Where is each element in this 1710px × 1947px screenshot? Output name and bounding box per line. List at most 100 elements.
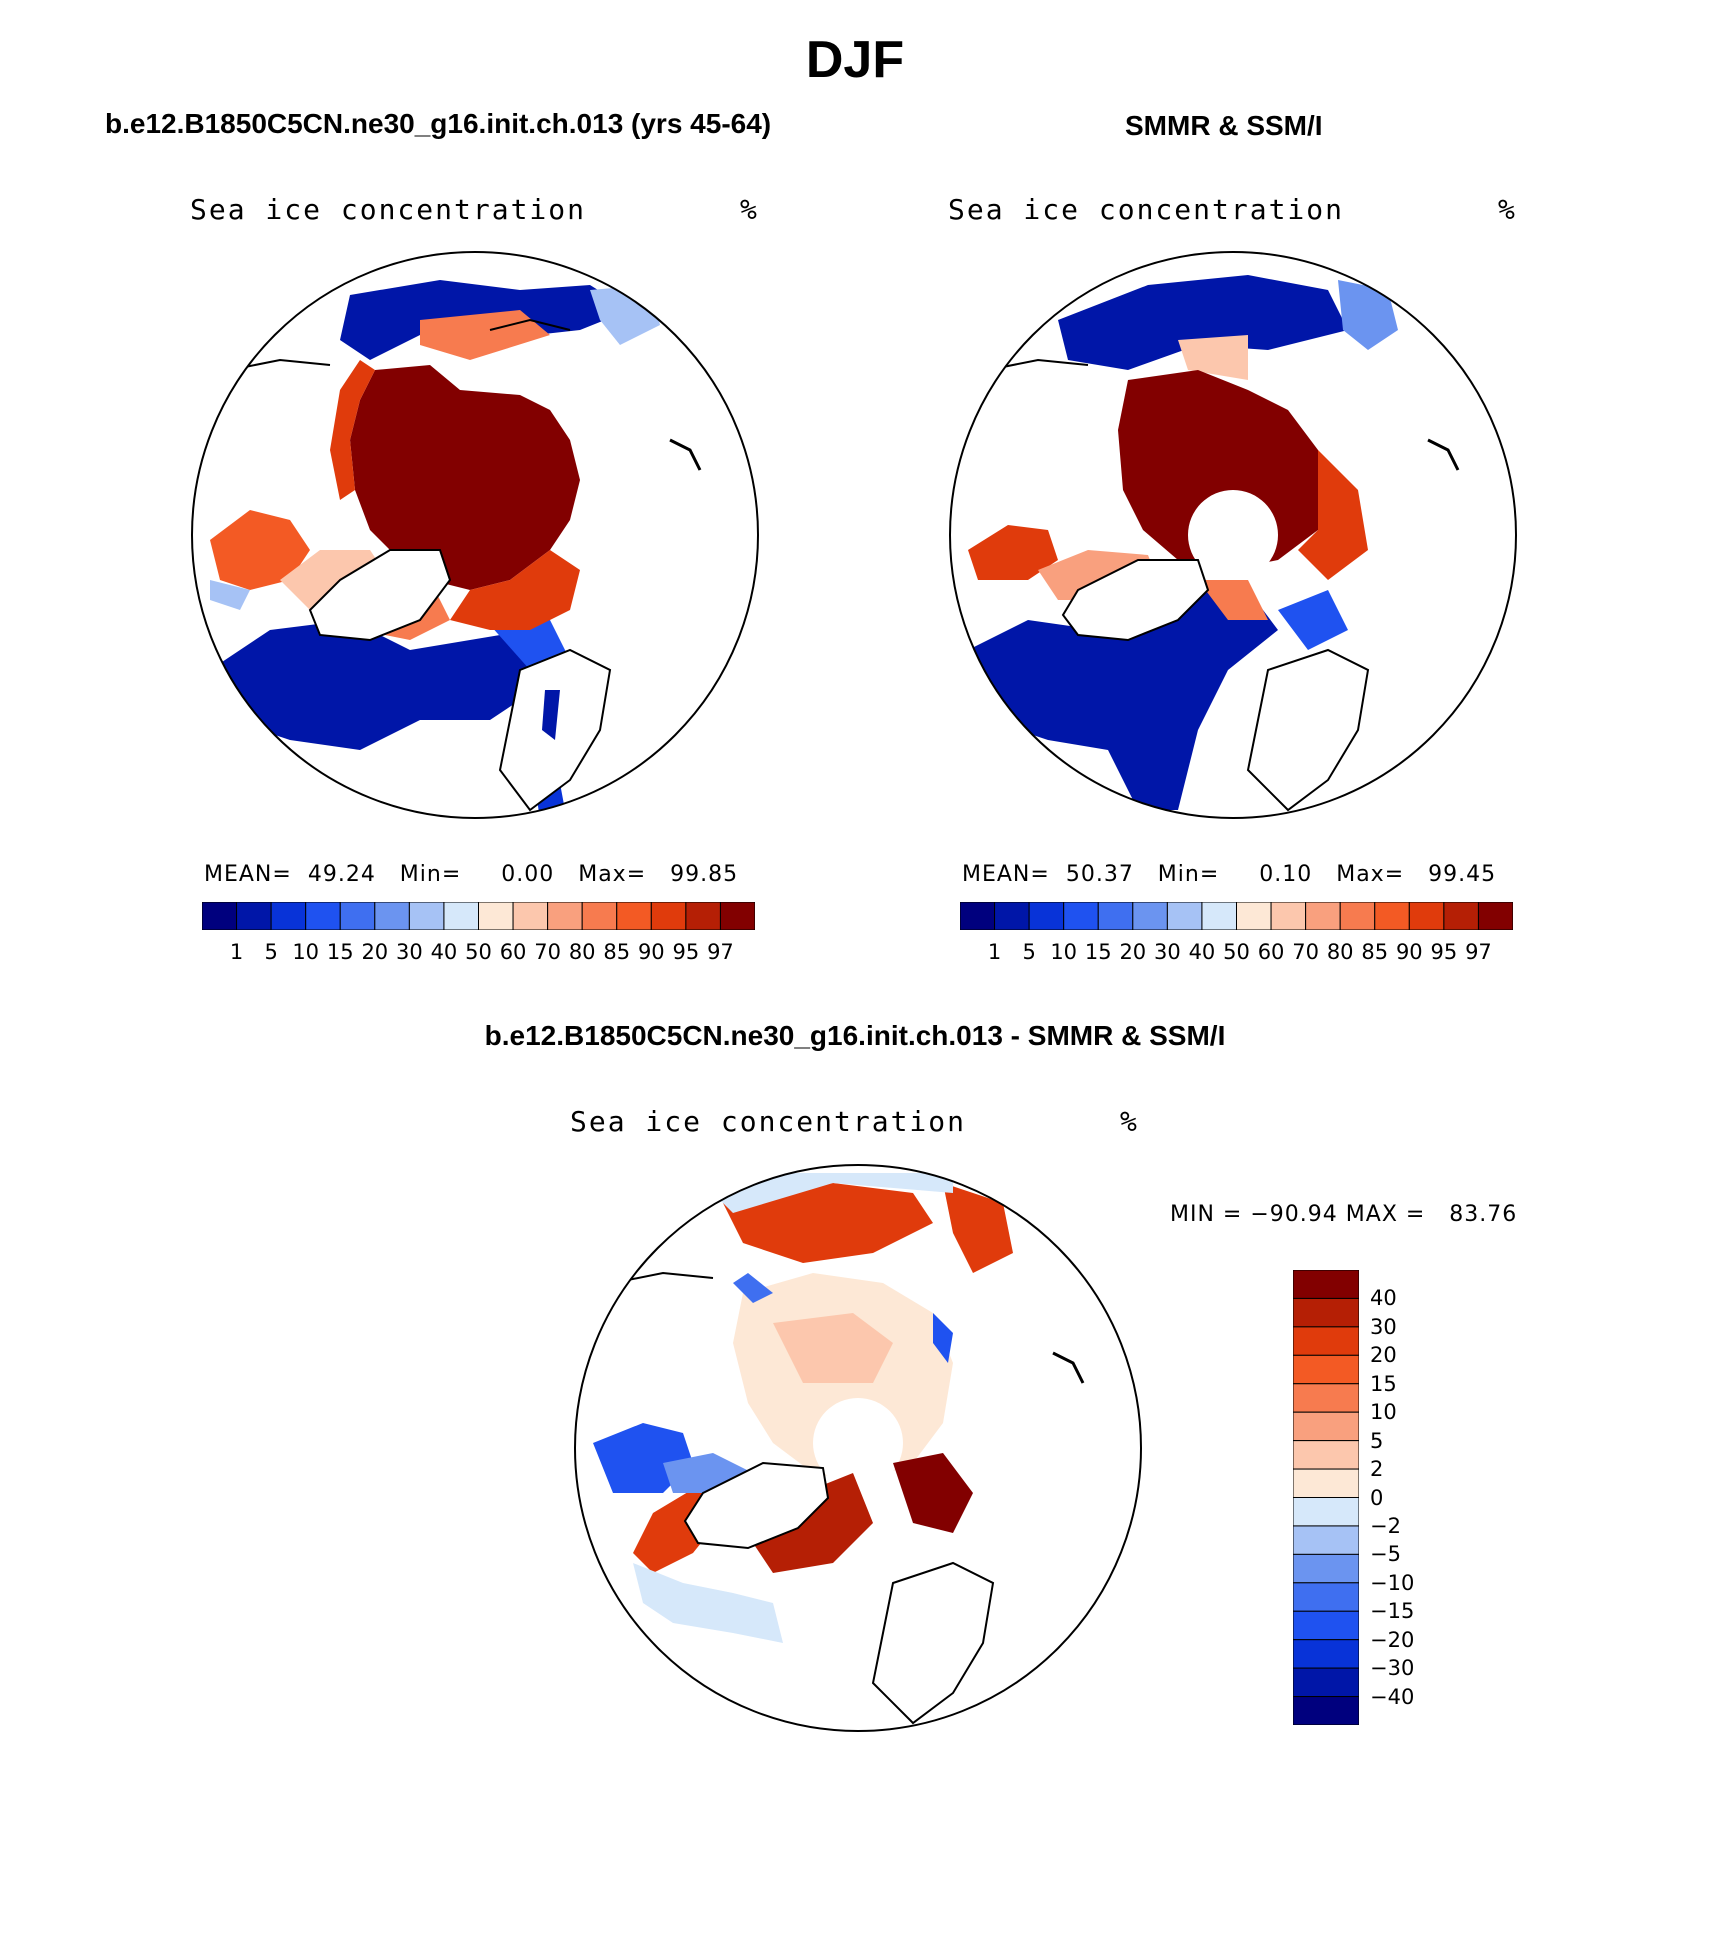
panel-2-colorbar-swatch bbox=[1477, 902, 1513, 930]
panel-1-heading: b.e12.B1850C5CN.ne30_g16.init.ch.013 (yr… bbox=[105, 108, 772, 139]
panel-2-colorbar-swatch bbox=[994, 902, 1030, 930]
panel-3-colorbar-tick-label: 10 bbox=[1370, 1400, 1397, 1425]
panel-3-colorbar-swatch bbox=[1293, 1326, 1359, 1356]
panel-1-colorbar-swatch bbox=[616, 902, 652, 930]
panel-3-colorbar-swatch bbox=[1293, 1696, 1359, 1725]
panel-3-colorbar-swatch bbox=[1293, 1497, 1359, 1527]
panel-1-min-label: Min= bbox=[399, 862, 462, 887]
panel-3-colorbar-swatch bbox=[1293, 1468, 1359, 1498]
panel-3-colorbar-tick-label: 5 bbox=[1370, 1428, 1384, 1453]
panel-3-colorbar-tick-label: −20 bbox=[1370, 1627, 1415, 1652]
panel-1-colorbar-swatch bbox=[581, 902, 618, 930]
panel-2-colorbar-swatch bbox=[1339, 902, 1376, 930]
panel-1-colorbar-tick-label: 70 bbox=[534, 940, 561, 964]
panel-1-colorbar-ticks: 1 5 10 15 20 30 40 50 60 70 80 85 90 95 97 bbox=[202, 940, 755, 966]
panel-1-colorbar bbox=[202, 902, 755, 930]
panel-3-colorbar-tick-label: 15 bbox=[1370, 1371, 1397, 1396]
panel-2-colorbar-swatch bbox=[960, 902, 996, 930]
panel-1-colorbar-tick-label: 80 bbox=[568, 940, 596, 964]
panel-3-colorbar-swatch bbox=[1293, 1354, 1359, 1385]
panel-2-heading: SMMR & SSM/I bbox=[1125, 110, 1323, 141]
panel-1-colorbar-tick-label: 40 bbox=[430, 940, 458, 964]
panel-3-colorbar bbox=[1293, 1270, 1359, 1725]
panel-2-field-label: Sea ice concentration bbox=[948, 193, 1345, 226]
panel-2-max-value: 99.45 bbox=[1428, 862, 1497, 887]
panel-3-colorbar-tick-label: −30 bbox=[1370, 1656, 1415, 1681]
panel-3-colorbar-swatch bbox=[1293, 1582, 1359, 1612]
panel-3-colorbar-swatch bbox=[1293, 1270, 1359, 1299]
panel-2-colorbar-swatch bbox=[1408, 902, 1445, 930]
panel-3-max-label: MAX = bbox=[1345, 1202, 1426, 1227]
panel-1-stats: MEAN= 49.24 Min= 0.00 Max= 99.85 bbox=[204, 862, 738, 887]
panel-1-max-value: 99.85 bbox=[670, 862, 739, 887]
panel-2-colorbar-tick-label: 1 bbox=[987, 940, 1002, 964]
panel-1-colorbar-swatch bbox=[443, 902, 479, 930]
panel-3-colorbar-ticks: 40 30 20 15 10 5 2 0 −2 −5 −10 −15 −20 −30 −40 bbox=[1370, 1270, 1470, 1725]
panel-1-colorbar-tick-label: 10 bbox=[292, 940, 320, 964]
panel-2-colorbar-swatch bbox=[1270, 902, 1307, 930]
panel-1-colorbar-tick-label: 30 bbox=[396, 940, 423, 964]
panel-2-colorbar-tick-label: 80 bbox=[1326, 940, 1354, 964]
panel-1-colorbar-tick-label: 95 bbox=[672, 940, 700, 964]
panel-3-colorbar-swatch bbox=[1293, 1411, 1359, 1442]
panel-2-colorbar-swatch bbox=[1166, 902, 1203, 930]
panel-2-colorbar-swatch bbox=[1374, 902, 1410, 930]
panel-3-stats: MIN = −90.94 MAX = 83.76 bbox=[1170, 1202, 1517, 1227]
panel-1-colorbar-swatch bbox=[374, 902, 410, 930]
panel-3-colorbar-tick-label: 2 bbox=[1370, 1457, 1384, 1482]
panel-2-stats: MEAN= 50.37 Min= 0.10 Max= 99.45 bbox=[962, 862, 1496, 887]
panel-3-map bbox=[574, 1164, 1142, 1732]
panel-3-colorbar-swatch bbox=[1293, 1667, 1359, 1698]
panel-2-colorbar-ticks: 1 5 10 15 20 30 40 50 60 70 80 85 90 95 97 bbox=[960, 940, 1513, 966]
panel-3-colorbar-swatch bbox=[1293, 1610, 1359, 1641]
panel-2-colorbar-tick-label: 50 bbox=[1223, 940, 1250, 964]
panel-3-colorbar-tick-label: −5 bbox=[1370, 1542, 1401, 1567]
panel-2-colorbar-tick-label: 10 bbox=[1050, 940, 1078, 964]
panel-2-map bbox=[949, 251, 1517, 819]
panel-2-colorbar-tick-label: 20 bbox=[1119, 940, 1147, 964]
panel-2-colorbar-tick-label: 30 bbox=[1154, 940, 1181, 964]
panel-1-colorbar-swatch bbox=[408, 902, 445, 930]
panel-1-min-value: 0.00 bbox=[501, 862, 555, 887]
panel-2-colorbar-swatch bbox=[1063, 902, 1099, 930]
panel-2-colorbar-tick-label: 97 bbox=[1465, 940, 1492, 964]
panel-2-colorbar-swatch bbox=[1443, 902, 1479, 930]
panel-2-colorbar bbox=[960, 902, 1513, 930]
panel-1-colorbar-swatch bbox=[305, 902, 341, 930]
panel-1-field-label: Sea ice concentration bbox=[190, 193, 587, 226]
panel-3-colorbar-swatch bbox=[1293, 1383, 1359, 1413]
panel-2-mean-value: 50.37 bbox=[1065, 862, 1134, 887]
panel-3-colorbar-tick-label: −15 bbox=[1370, 1599, 1415, 1624]
panel-2-colorbar-tick-label: 60 bbox=[1257, 940, 1285, 964]
panel-3-colorbar-swatch bbox=[1293, 1639, 1359, 1669]
panel-2-colorbar-swatch bbox=[1236, 902, 1272, 930]
panel-2-colorbar-swatch bbox=[1201, 902, 1237, 930]
panel-2-colorbar-swatch bbox=[1305, 902, 1341, 930]
panel-1-colorbar-tick-label: 50 bbox=[465, 940, 492, 964]
figure-title: DJF bbox=[805, 31, 905, 89]
panel-3-colorbar-swatch bbox=[1293, 1525, 1359, 1555]
panel-3-colorbar-tick-label: −2 bbox=[1370, 1513, 1401, 1538]
panel-1-max-label: Max= bbox=[578, 862, 647, 887]
panel-1-colorbar-tick-label: 20 bbox=[361, 940, 389, 964]
panel-2-min-value: 0.10 bbox=[1259, 862, 1313, 887]
panel-1-map bbox=[191, 251, 759, 819]
panel-2-colorbar-tick-label: 15 bbox=[1084, 940, 1112, 964]
panel-1-colorbar-tick-label: 85 bbox=[603, 940, 631, 964]
panel-2-colorbar-swatch bbox=[1028, 902, 1065, 930]
panel-2-colorbar-tick-label: 85 bbox=[1361, 940, 1389, 964]
panel-1-colorbar-tick-label: 1 bbox=[229, 940, 244, 964]
panel-1-colorbar-swatch bbox=[202, 902, 238, 930]
panel-1-colorbar-swatch bbox=[719, 902, 755, 930]
panel-3-colorbar-tick-label: 40 bbox=[1370, 1286, 1397, 1311]
panel-1-colorbar-swatch bbox=[512, 902, 549, 930]
panel-2-min-label: Min= bbox=[1157, 862, 1220, 887]
panel-2-mean-label: MEAN= bbox=[962, 862, 1050, 887]
panel-2-colorbar-tick-label: 95 bbox=[1430, 940, 1458, 964]
panel-3-max-value: 83.76 bbox=[1449, 1202, 1518, 1227]
panel-3-min-value: −90.94 bbox=[1250, 1202, 1338, 1227]
panel-3-colorbar-tick-label: −10 bbox=[1370, 1570, 1415, 1595]
panel-3-colorbar-swatch bbox=[1293, 1297, 1359, 1328]
panel-2-colorbar-tick-label: 40 bbox=[1188, 940, 1216, 964]
panel-3-units: % bbox=[1120, 1105, 1139, 1138]
